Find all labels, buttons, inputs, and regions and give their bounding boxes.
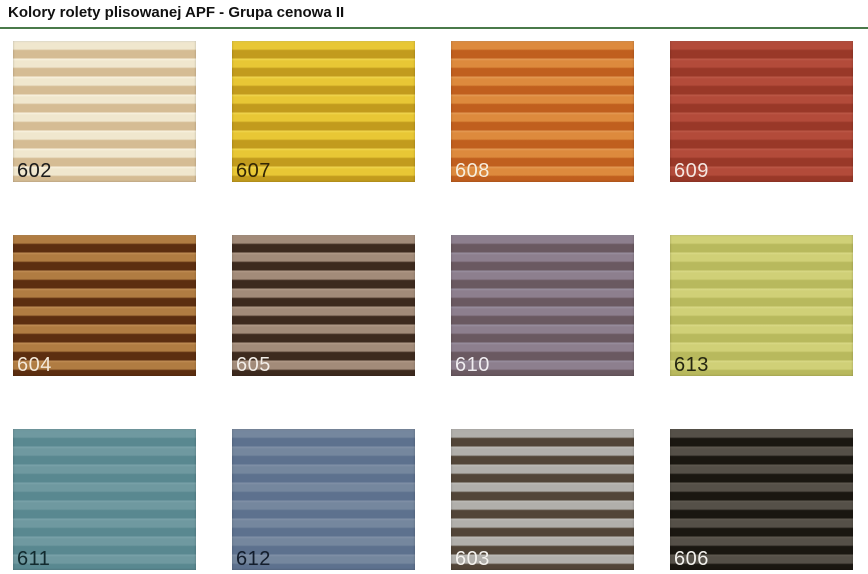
color-swatch[interactable]: 611	[13, 428, 196, 570]
color-swatch[interactable]: 606	[670, 428, 853, 570]
color-swatch[interactable]: 607	[232, 40, 415, 182]
swatch-code: 608	[455, 159, 490, 182]
color-swatch[interactable]: 609	[670, 40, 853, 182]
page-title: Kolory rolety plisowanej APF - Grupa cen…	[8, 4, 345, 21]
swatch-grid: 602 607 608 609 604 605 610 613 611 612 …	[13, 40, 868, 570]
swatch-code: 613	[674, 353, 709, 376]
swatch-code: 611	[17, 547, 51, 570]
color-swatch[interactable]: 612	[232, 428, 415, 570]
swatch-code: 609	[674, 159, 709, 182]
swatch-code: 603	[455, 547, 490, 570]
swatch-code: 612	[236, 547, 271, 570]
color-swatch[interactable]: 613	[670, 234, 853, 376]
color-swatch[interactable]: 605	[232, 234, 415, 376]
swatch-code: 610	[455, 353, 490, 376]
color-swatch[interactable]: 604	[13, 234, 196, 376]
swatch-code: 607	[236, 159, 271, 182]
color-swatch[interactable]: 602	[13, 40, 196, 182]
title-underline	[0, 26, 868, 29]
color-swatch[interactable]: 608	[451, 40, 634, 182]
swatch-code: 604	[17, 353, 52, 376]
color-swatch[interactable]: 610	[451, 234, 634, 376]
swatch-code: 606	[674, 547, 709, 570]
swatch-code: 605	[236, 353, 271, 376]
swatch-code: 602	[17, 159, 52, 182]
color-swatch[interactable]: 603	[451, 428, 634, 570]
